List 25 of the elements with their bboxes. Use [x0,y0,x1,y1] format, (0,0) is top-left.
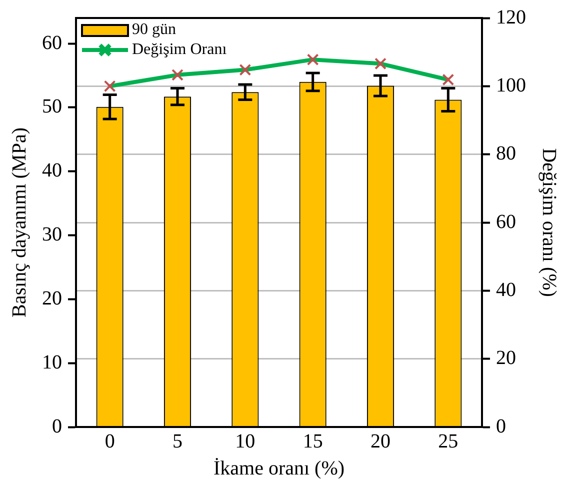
x-tick-label: 0 [104,430,115,452]
y-tick-label: 40 [42,160,62,182]
legend-label: Değişim Oranı [132,41,228,58]
y2-axis-title: Değişim oranı (%) [538,148,560,297]
y2-tick-label: 0 [496,415,506,438]
y-tick-label: 50 [42,96,62,118]
y-tick-label: 0 [52,415,62,438]
legend-label: 90 gün [132,21,176,38]
y-tick-label: 60 [42,32,62,54]
y2-tick-label: 80 [496,142,516,165]
x-tick-label: 20 [370,430,390,452]
y-tick-label: 10 [42,351,62,374]
y2-tick-label: 100 [496,74,526,96]
y-axis-title: Basınç dayanımı (MPa) [8,128,30,318]
x-axis-title: İkame oranı (%) [213,457,345,480]
y2-tick-label: 120 [496,6,526,28]
y-tick-label: 30 [42,224,62,246]
y2-tick-label: 40 [496,278,516,301]
y2-tick-label: 20 [496,347,516,370]
y2-tick-label: 60 [496,210,516,233]
y-tick-label: 20 [42,287,62,310]
x-tick-label: 25 [438,430,458,452]
x-tick-label: 5 [172,430,182,452]
x-tick-label: 10 [235,430,256,452]
x-tick-label: 15 [302,430,323,452]
